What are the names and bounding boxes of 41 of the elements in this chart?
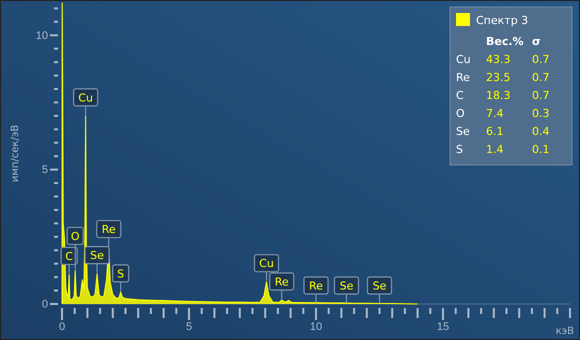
- annotation: 6.1: [486, 125, 504, 138]
- annotation: 1.4: [486, 143, 504, 156]
- annotation: σ: [532, 35, 541, 48]
- x-tick-label: 5: [186, 320, 192, 333]
- annotation: 0.4: [532, 125, 550, 138]
- annotation: Se: [340, 280, 354, 292]
- annotation: Вес.%: [486, 35, 524, 48]
- annotation: Se: [372, 280, 387, 292]
- annotation: Cu: [456, 53, 471, 66]
- annotation: 43.3: [486, 53, 510, 66]
- annotation: Re: [309, 280, 324, 292]
- annotation: C: [65, 250, 74, 263]
- annotation: S: [456, 143, 463, 156]
- annotation: O: [70, 230, 80, 243]
- x-axis-title: кэВ: [556, 326, 574, 337]
- annotation: Se: [456, 125, 470, 138]
- x-tick-label: 0: [58, 320, 66, 333]
- annotation: 0.3: [532, 107, 550, 120]
- y-tick-label: 0: [42, 298, 48, 311]
- annotation: Se: [90, 249, 104, 262]
- y-tick-label: 5: [42, 164, 48, 176]
- annotation: 18.3: [486, 89, 510, 102]
- legend-label: Спектр 3: [476, 14, 528, 27]
- annotation: 0.7: [532, 89, 550, 102]
- x-tick-label: 10: [310, 320, 322, 333]
- annotation: Re: [456, 71, 470, 84]
- y-axis-title: имп/сек/эВ: [10, 124, 21, 182]
- annotation: C: [456, 89, 464, 102]
- annotation: 7.4: [486, 107, 504, 120]
- annotation: 23.5: [486, 71, 510, 84]
- annotation: 0.7: [532, 53, 550, 66]
- annotation: O: [456, 107, 465, 120]
- annotation: Re: [274, 275, 289, 288]
- annotation: S: [117, 267, 124, 280]
- y-tick-label: 10: [36, 30, 48, 42]
- annotation: Re: [102, 223, 116, 236]
- x-tick-label: 15: [436, 320, 450, 333]
- annotation: 0.1: [532, 143, 550, 156]
- annotation: 0.7: [532, 71, 550, 84]
- annotation: Cu: [259, 257, 274, 270]
- annotation: Cu: [78, 91, 93, 104]
